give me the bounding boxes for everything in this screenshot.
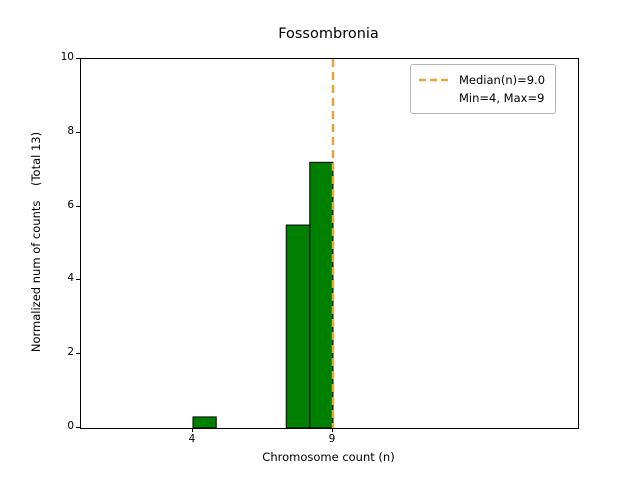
y-tick-mark [76,427,80,428]
chart-title: Fossombronia [278,26,379,42]
x-tick-label: 9 [328,433,336,445]
histogram-bar [192,416,217,429]
x-tick-label: 4 [188,433,196,445]
y-tick-mark [76,131,80,133]
median-line-swatch-icon [419,78,451,82]
histogram-bar [309,161,334,429]
legend: Median(n)=9.0 Min=4, Max=9 [410,64,557,114]
y-tick-label: 4 [67,272,74,285]
y-tick-label: 6 [67,198,74,211]
y-tick-label: 2 [67,346,74,359]
y-tick-label: 8 [67,124,74,137]
legend-entry-minmax: Min=4, Max=9 [419,89,545,107]
y-tick-mark [76,279,80,281]
histogram-bar [285,224,311,429]
x-tick-mark [192,428,193,432]
y-tick-label: 10 [60,51,74,63]
legend-label-median: Median(n)=9.0 [459,73,546,87]
y-tick-mark [76,353,80,355]
plot-area [80,58,579,429]
y-tick-mark [76,58,80,59]
x-tick-mark [332,428,333,432]
legend-entry-median: Median(n)=9.0 [419,71,545,89]
x-axis-label: Chromosome count (n) [262,450,395,464]
y-tick-mark [76,205,80,207]
y-axis-label: Normalized num of counts (Total 13) [29,131,43,353]
plot-svg [192,59,335,429]
legend-label-minmax: Min=4, Max=9 [459,91,545,105]
y-tick-label: 0 [67,420,74,432]
